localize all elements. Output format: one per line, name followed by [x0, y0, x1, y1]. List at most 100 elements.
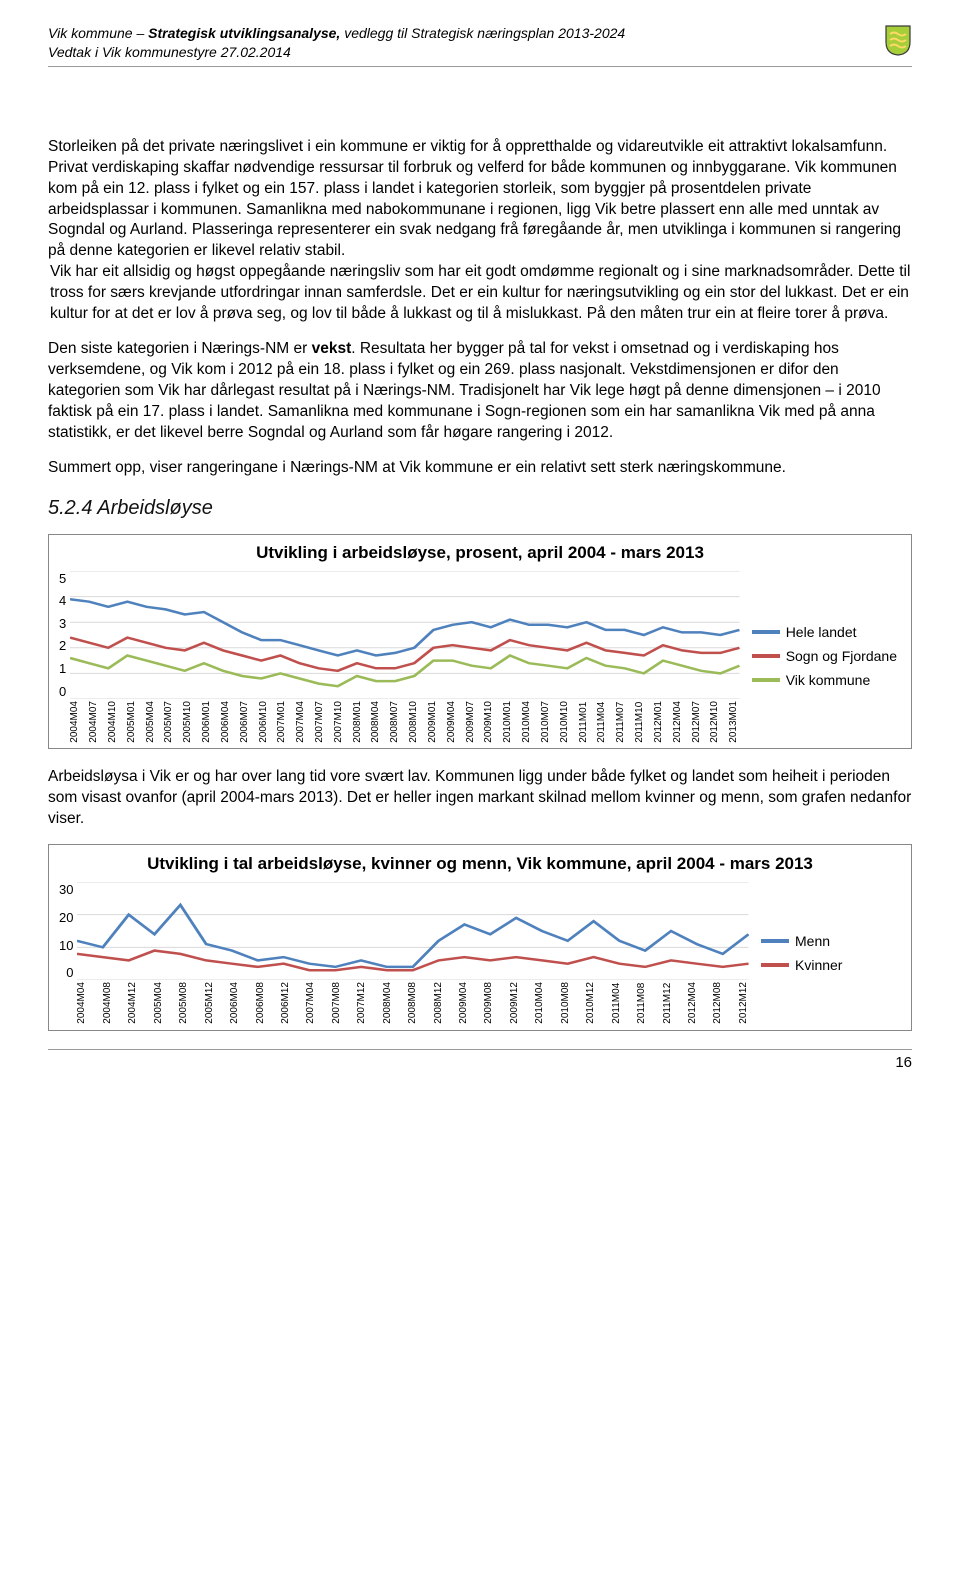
x-tick: 2008M12: [434, 982, 444, 1024]
x-tick: 2009M01: [428, 701, 438, 743]
x-tick: 2009M04: [447, 701, 457, 743]
chart2-legend: Menn Kvinner: [761, 933, 901, 973]
x-tick: 2012M10: [710, 701, 720, 743]
y-tick: 0: [59, 684, 66, 699]
x-tick: 2009M10: [484, 701, 494, 743]
x-tick: 2008M10: [409, 701, 419, 743]
x-tick: 2009M07: [466, 701, 476, 743]
x-tick: 2005M10: [183, 701, 193, 743]
header-line1-tail: vedlegg til Strategisk næringsplan 2013-…: [340, 25, 625, 41]
x-tick: 2010M10: [560, 701, 570, 743]
chart1-title: Utvikling i arbeidsløyse, prosent, april…: [59, 543, 901, 563]
chart1-plot: 543210 2004M042004M072004M102005M012005M…: [59, 571, 740, 743]
chart1-y-axis: 543210: [59, 571, 70, 699]
legend-label: Kvinner: [795, 957, 842, 973]
x-tick: 2011M10: [635, 701, 645, 743]
header-line2: Vedtak i Vik kommunestyre 27.02.2014: [48, 43, 625, 62]
chart-unemployment-gender: Utvikling i tal arbeidsløyse, kvinner og…: [48, 844, 912, 1031]
paragraph-3: Summert opp, viser rangeringane i Næring…: [48, 458, 912, 479]
legend-item: Menn: [761, 933, 897, 949]
paragraph-2: Den siste kategorien i Nærings-NM er vek…: [48, 339, 912, 444]
x-tick: 2008M04: [371, 701, 381, 743]
x-tick: 2006M01: [202, 701, 212, 743]
x-tick: 2007M07: [315, 701, 325, 743]
x-tick: 2011M12: [663, 982, 673, 1024]
municipality-shield-icon: [884, 24, 912, 56]
x-tick: 2013M01: [729, 701, 739, 743]
x-tick: 2004M07: [89, 701, 99, 743]
x-tick: 2004M08: [103, 982, 113, 1024]
x-tick: 2005M04: [146, 701, 156, 743]
paragraph-after-chart1: Arbeidsløysa i Vik er og har over lang t…: [48, 767, 912, 830]
chart2-x-axis: 2004M042004M082004M122005M042005M082005M…: [77, 982, 749, 1024]
legend-swatch: [752, 654, 780, 658]
section-heading: 5.2.4 Arbeidsløyse: [48, 497, 912, 520]
x-tick: 2004M12: [128, 982, 138, 1024]
y-tick: 0: [59, 965, 73, 980]
x-tick: 2007M10: [334, 701, 344, 743]
x-tick: 2008M07: [390, 701, 400, 743]
x-tick: 2010M07: [541, 701, 551, 743]
y-tick: 20: [59, 910, 73, 925]
x-tick: 2010M04: [535, 982, 545, 1024]
x-tick: 2012M08: [713, 982, 723, 1024]
y-tick: 30: [59, 882, 73, 897]
legend-item: Vik kommune: [752, 672, 897, 688]
chart1-legend: Hele landet Sogn og Fjordane Vik kommune: [752, 624, 901, 688]
y-tick: 4: [59, 593, 66, 608]
y-tick: 5: [59, 571, 66, 586]
x-tick: 2009M12: [510, 982, 520, 1024]
p2-bold: vekst: [312, 340, 352, 357]
chart2-y-axis: 30 20 10 0: [59, 882, 77, 980]
y-tick: 3: [59, 616, 66, 631]
x-tick: 2004M04: [77, 982, 87, 1024]
x-tick: 2011M08: [637, 982, 647, 1024]
x-tick: 2009M08: [484, 982, 494, 1024]
x-tick: 2010M08: [561, 982, 571, 1024]
paragraph-1b: Vik har eit allsidig og høgst oppegåande…: [50, 262, 912, 325]
x-tick: 2012M07: [692, 701, 702, 743]
x-tick: 2007M04: [306, 982, 316, 1024]
x-tick: 2006M08: [256, 982, 266, 1024]
x-tick: 2011M04: [612, 982, 622, 1024]
x-tick: 2006M07: [240, 701, 250, 743]
legend-label: Menn: [795, 933, 830, 949]
body-text: Storleiken på det private næringslivet i…: [48, 137, 912, 479]
legend-item: Sogn og Fjordane: [752, 648, 897, 664]
legend-label: Sogn og Fjordane: [786, 648, 897, 664]
chart2-title: Utvikling i tal arbeidsløyse, kvinner og…: [59, 853, 901, 874]
x-tick: 2007M08: [332, 982, 342, 1024]
paragraph-1: Storleiken på det private næringslivet i…: [48, 137, 912, 263]
header-text: Vik kommune – Strategisk utviklingsanaly…: [48, 24, 625, 62]
x-tick: 2009M04: [459, 982, 469, 1024]
document-header: Vik kommune – Strategisk utviklingsanaly…: [48, 24, 912, 67]
legend-item: Kvinner: [761, 957, 897, 973]
chart2-plot: 3020100 2004M042004M082004M122005M042005…: [59, 882, 749, 1024]
chart-unemployment-percent: Utvikling i arbeidsløyse, prosent, april…: [48, 534, 912, 750]
x-tick: 2012M01: [654, 701, 664, 743]
legend-label: Hele landet: [786, 624, 857, 640]
legend-swatch: [752, 630, 780, 634]
x-tick: 2007M04: [296, 701, 306, 743]
x-tick: 2007M01: [277, 701, 287, 743]
x-tick: 2005M01: [127, 701, 137, 743]
x-tick: 2011M07: [616, 701, 626, 743]
x-tick: 2006M04: [221, 701, 231, 743]
legend-swatch: [752, 678, 780, 682]
x-tick: 2010M12: [586, 982, 596, 1024]
x-tick: 2010M04: [522, 701, 532, 743]
y-tick: 1: [59, 661, 66, 676]
x-tick: 2008M08: [408, 982, 418, 1024]
x-tick: 2011M01: [579, 701, 589, 743]
x-tick: 2005M04: [154, 982, 164, 1024]
x-tick: 2004M04: [70, 701, 80, 743]
x-tick: 2008M01: [353, 701, 363, 743]
page-footer: 16: [48, 1049, 912, 1071]
chart2-svg: [77, 882, 749, 980]
x-tick: 2012M12: [739, 982, 749, 1024]
x-tick: 2012M04: [673, 701, 683, 743]
x-tick: 2012M04: [688, 982, 698, 1024]
y-tick: 10: [59, 938, 73, 953]
legend-swatch: [761, 963, 789, 967]
x-tick: 2011M04: [597, 701, 607, 743]
